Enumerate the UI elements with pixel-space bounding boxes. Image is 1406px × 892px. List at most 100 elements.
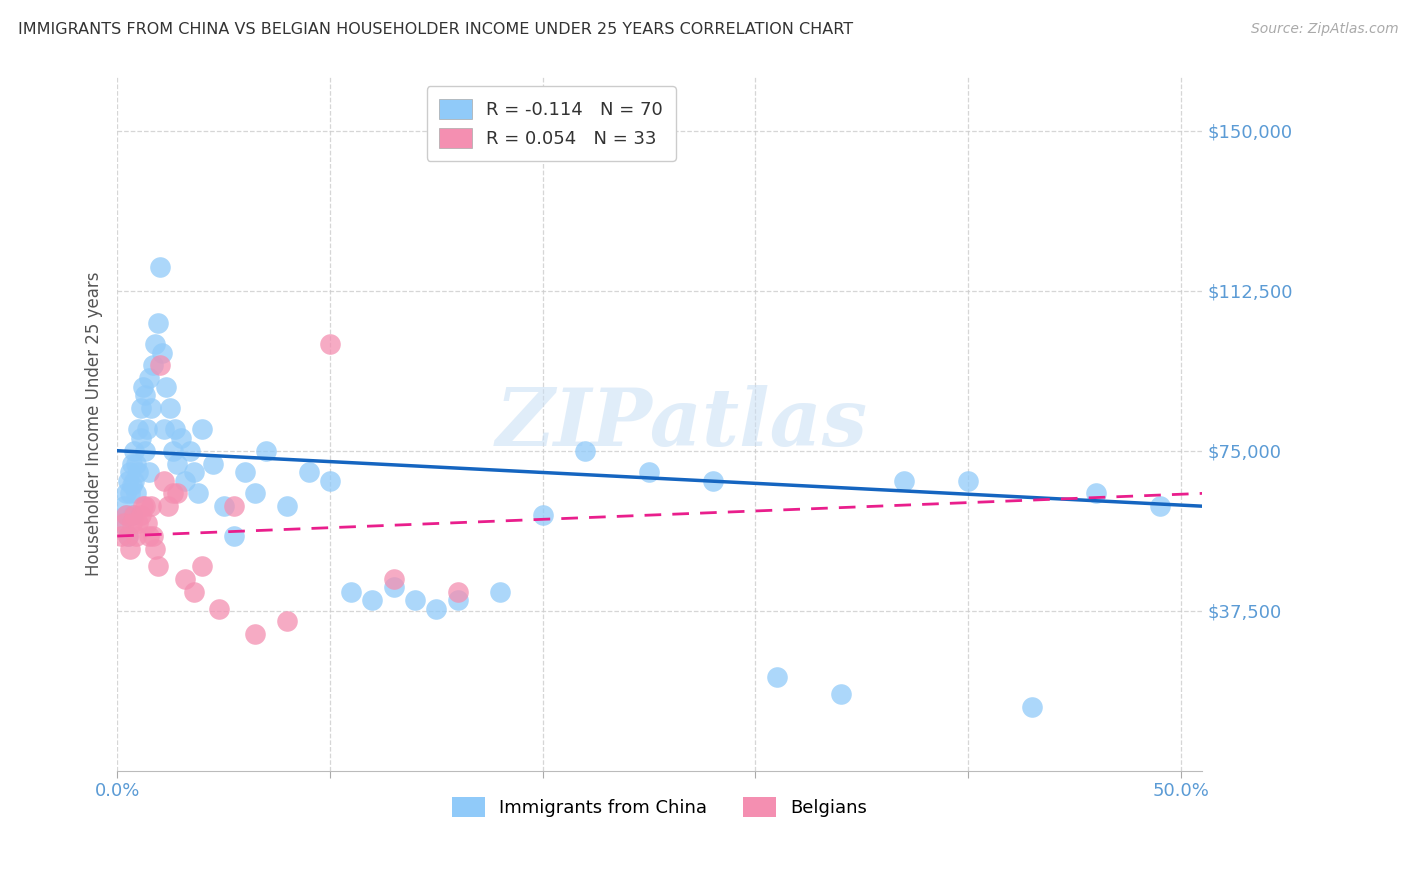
Text: Source: ZipAtlas.com: Source: ZipAtlas.com [1251, 22, 1399, 37]
Point [141, 499, 163, 513]
Point [174, 572, 197, 586]
Point [121, 516, 143, 531]
Point [129, 431, 152, 445]
Point [340, 584, 363, 599]
Point [122, 474, 145, 488]
Point [319, 474, 342, 488]
Point [134, 443, 156, 458]
Point [125, 529, 148, 543]
Point [191, 558, 214, 573]
Point [132, 499, 155, 513]
Point [153, 422, 176, 436]
Point [110, 516, 132, 531]
Point [638, 465, 661, 479]
Point [114, 508, 136, 522]
Point [245, 627, 267, 641]
Point [142, 529, 165, 543]
Point [191, 422, 214, 436]
Point [276, 499, 298, 513]
Point [145, 337, 167, 351]
Point [174, 474, 197, 488]
Point [112, 499, 135, 513]
Point [127, 516, 149, 531]
Point [319, 337, 342, 351]
Point [146, 316, 169, 330]
Point [134, 499, 156, 513]
Point [145, 541, 167, 556]
Point [149, 359, 172, 373]
Point [138, 371, 160, 385]
Point [146, 558, 169, 573]
Point [129, 401, 152, 415]
Point [118, 541, 141, 556]
Point [112, 516, 135, 531]
Y-axis label: Householder Income Under 25 years: Householder Income Under 25 years [86, 272, 103, 576]
Point [254, 443, 277, 458]
Point [893, 474, 915, 488]
Point [117, 474, 139, 488]
Point [125, 486, 148, 500]
Point [136, 516, 159, 531]
Point [132, 380, 155, 394]
Point [118, 465, 141, 479]
Point [382, 580, 405, 594]
Point [170, 431, 193, 445]
Point [830, 687, 852, 701]
Point [153, 474, 176, 488]
Point [702, 474, 724, 488]
Point [382, 572, 405, 586]
Point [957, 474, 980, 488]
Point [122, 508, 145, 522]
Point [138, 529, 160, 543]
Point [425, 601, 447, 615]
Point [129, 508, 152, 522]
Point [765, 670, 787, 684]
Point [162, 486, 184, 500]
Point [121, 508, 143, 522]
Point [361, 593, 384, 607]
Legend: Immigrants from China, Belgians: Immigrants from China, Belgians [446, 789, 875, 824]
Text: ZIPatlas: ZIPatlas [495, 385, 868, 463]
Point [446, 584, 468, 599]
Point [117, 529, 139, 543]
Point [208, 601, 231, 615]
Point [1149, 499, 1171, 513]
Point [489, 584, 512, 599]
Point [125, 457, 148, 471]
Point [233, 465, 256, 479]
Point [183, 465, 205, 479]
Point [224, 499, 246, 513]
Point [110, 529, 132, 543]
Point [201, 457, 224, 471]
Point [118, 486, 141, 500]
Point [122, 443, 145, 458]
Point [149, 260, 172, 275]
Point [245, 486, 267, 500]
Point [134, 388, 156, 402]
Point [127, 465, 149, 479]
Point [1084, 486, 1107, 500]
Point [404, 593, 426, 607]
Point [183, 584, 205, 599]
Point [187, 486, 209, 500]
Point [166, 486, 188, 500]
Point [155, 380, 177, 394]
Point [212, 499, 235, 513]
Point [163, 422, 186, 436]
Point [1021, 699, 1043, 714]
Point [127, 422, 149, 436]
Text: IMMIGRANTS FROM CHINA VS BELGIAN HOUSEHOLDER INCOME UNDER 25 YEARS CORRELATION C: IMMIGRANTS FROM CHINA VS BELGIAN HOUSEHO… [18, 22, 853, 37]
Point [531, 508, 554, 522]
Point [446, 593, 468, 607]
Point [166, 457, 188, 471]
Point [121, 478, 143, 492]
Point [114, 486, 136, 500]
Point [179, 443, 201, 458]
Point [574, 443, 596, 458]
Point [298, 465, 321, 479]
Point [114, 508, 136, 522]
Point [142, 359, 165, 373]
Point [159, 401, 181, 415]
Point [157, 499, 180, 513]
Point [162, 443, 184, 458]
